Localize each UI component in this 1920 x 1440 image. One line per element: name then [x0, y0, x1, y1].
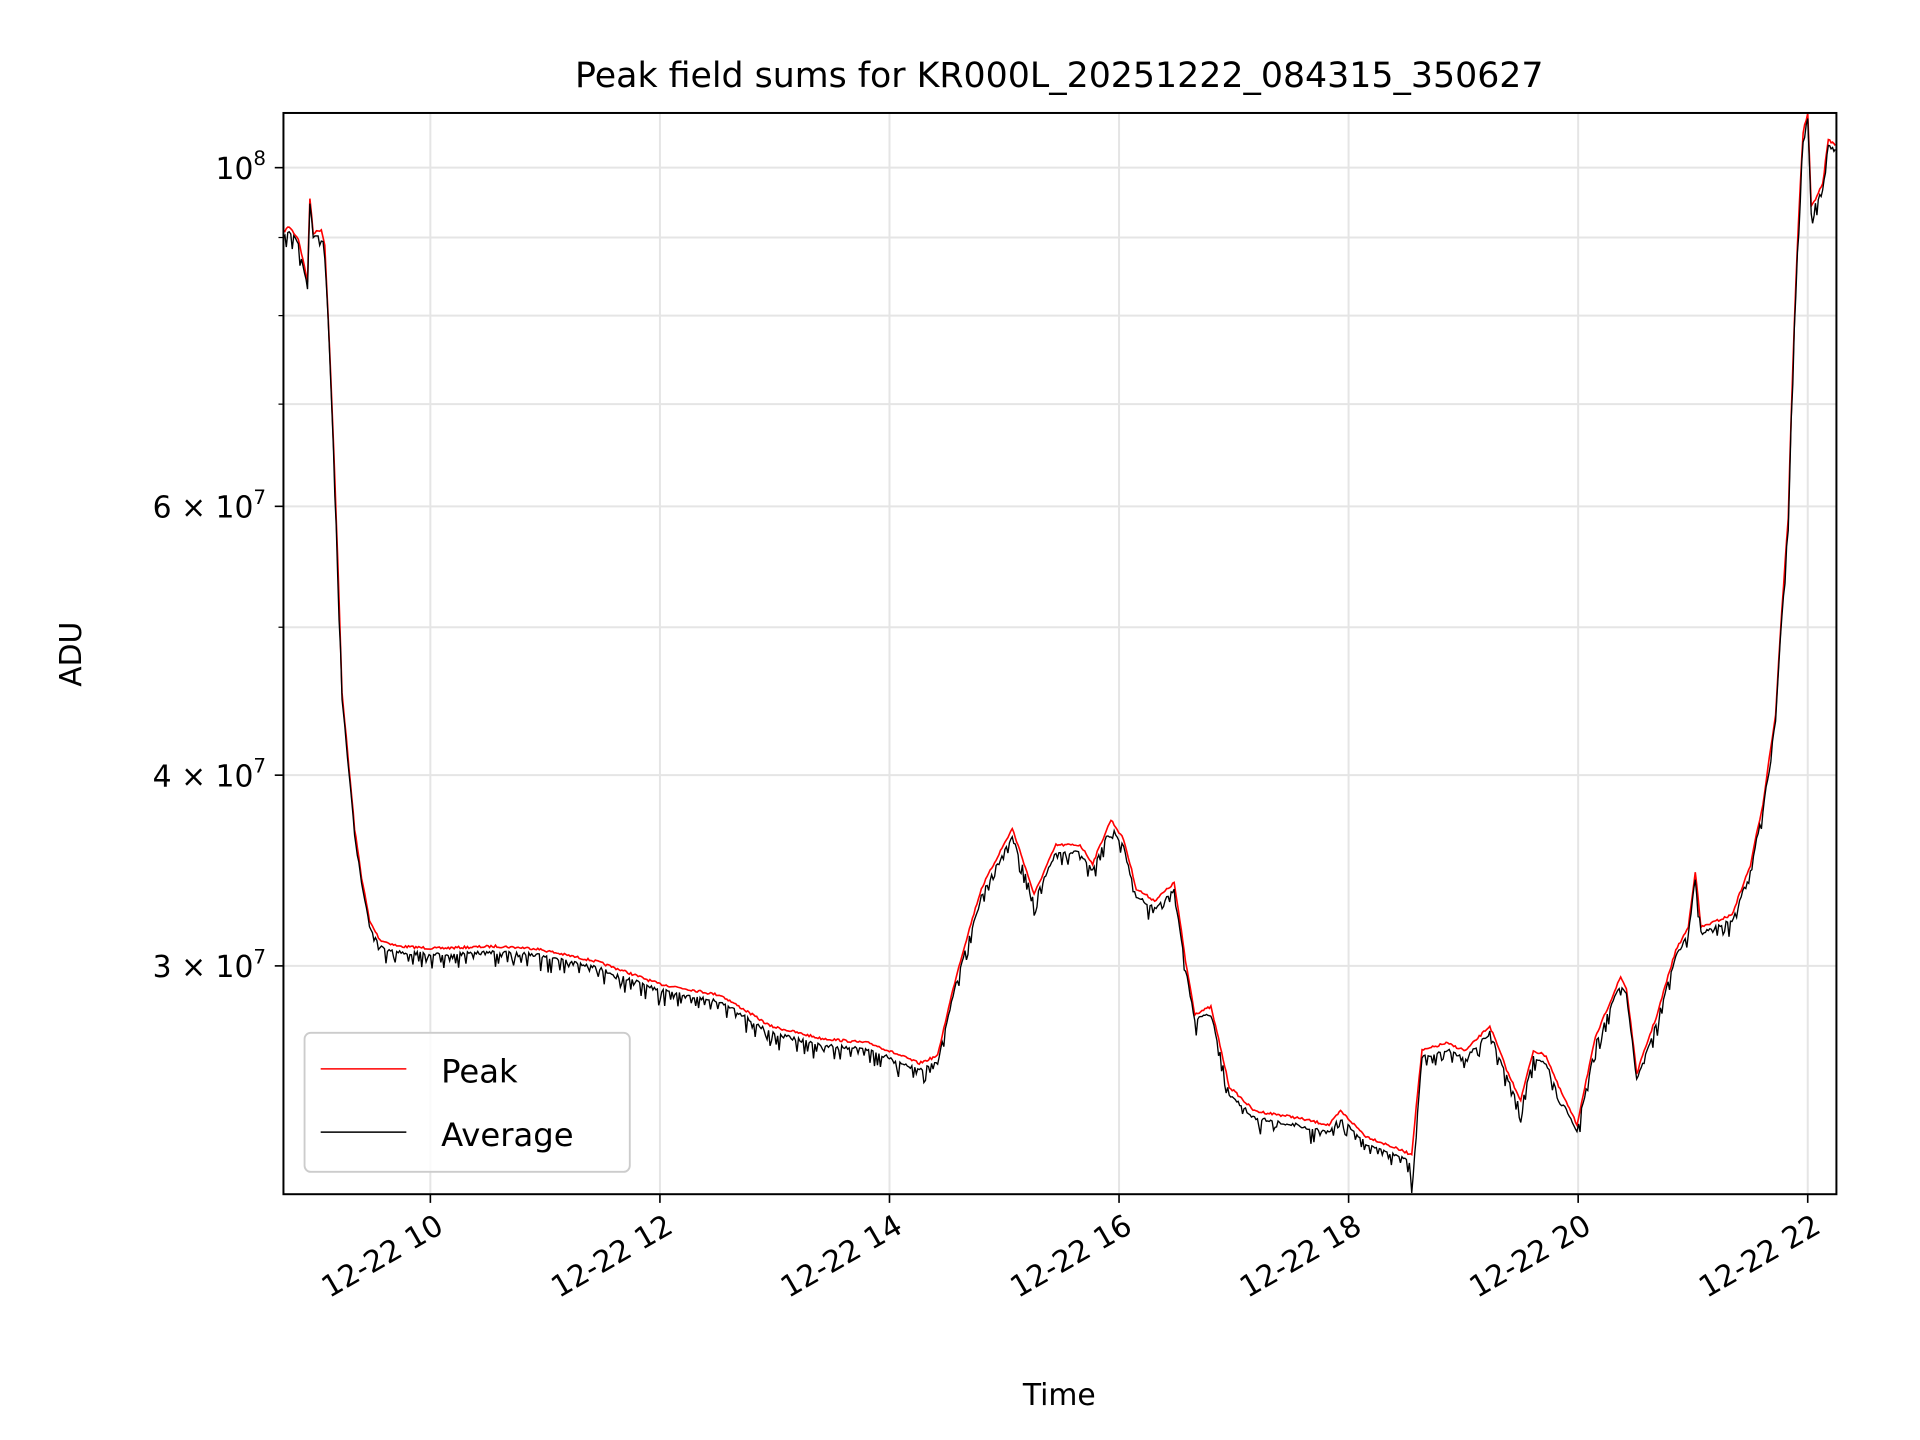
y-axis: 108 6 × 107 4 × 107 3 × 107: [153, 147, 284, 985]
series-peak-line: [283, 113, 1836, 1157]
plot-lines: [283, 113, 1836, 1194]
legend: Peak Average: [303, 1031, 631, 1173]
y-tick-label: 108: [216, 147, 267, 187]
grid: [283, 112, 1837, 1195]
y-tick-label: 3 × 107: [153, 945, 266, 985]
legend-peak-label: Peak: [441, 1052, 518, 1090]
y-tick-label: 4 × 107: [153, 755, 266, 795]
chart-title: Peak field sums for KR000L_20251222_0843…: [575, 56, 1543, 96]
series-average-line: [283, 118, 1836, 1194]
x-axis-label: Time: [1022, 1378, 1096, 1413]
legend-average-label: Average: [441, 1116, 574, 1154]
y-axis-label: ADU: [54, 622, 89, 687]
axes-frame: [282, 111, 1838, 1196]
y-tick-label: 6 × 107: [153, 486, 266, 526]
legend-box: [303, 1031, 631, 1173]
